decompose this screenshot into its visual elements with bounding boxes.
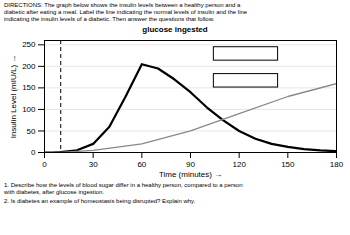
html-text:2. Is diabetes an example of h: 2. Is diabetes an example of homeostasis…	[4, 198, 196, 204]
svg-text:120: 120	[232, 160, 246, 169]
svg-text:180: 180	[330, 160, 344, 169]
svg-text:0: 0	[42, 160, 47, 169]
svg-text:150: 150	[281, 160, 295, 169]
svg-text:100: 100	[22, 105, 36, 114]
html-text:1. Describe how the levels of: 1. Describe how the levels of blood suga…	[4, 182, 243, 195]
svg-text:60: 60	[137, 160, 146, 169]
svg-text:30: 30	[89, 160, 98, 169]
svg-text:50: 50	[27, 127, 36, 136]
svg-text:250: 250	[22, 40, 36, 49]
html-text:glucose ingested: glucose ingested	[142, 25, 208, 34]
svg-text:150: 150	[22, 83, 36, 92]
html-text:DIRECTIONS: The graph below sh: DIRECTIONS: The graph below shows the in…	[4, 2, 248, 22]
svg-text:200: 200	[22, 62, 36, 71]
svg-text:0: 0	[31, 148, 36, 157]
svg-text:Insulin Level (mIU/L) →: Insulin Level (mIU/L) →	[9, 55, 18, 139]
svg-text:90: 90	[186, 160, 195, 169]
svg-text:Time (minutes) →: Time (minutes) →	[159, 170, 222, 179]
